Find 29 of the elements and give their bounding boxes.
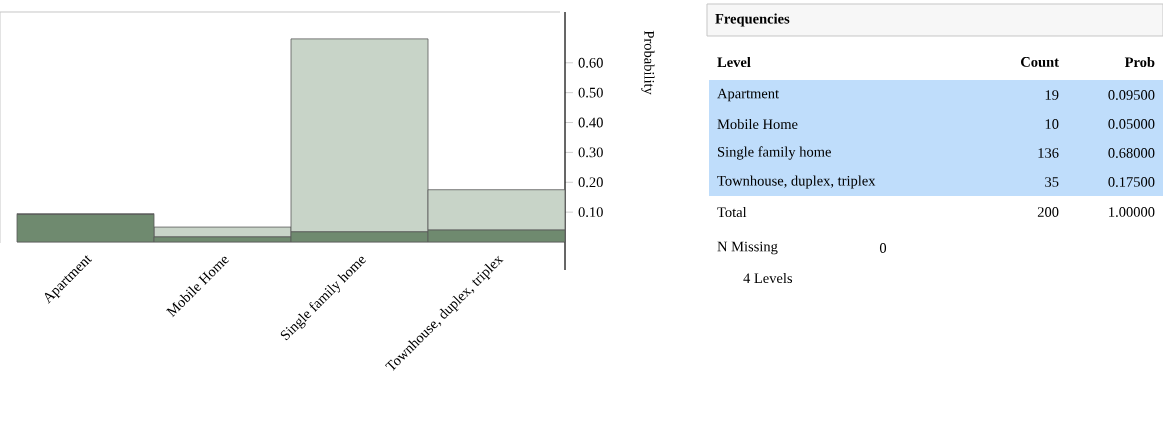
text: Total [717, 206, 747, 218]
text: 136 [1038, 148, 1059, 158]
text: 0.68000 [1108, 148, 1155, 158]
text: 19 [1045, 90, 1059, 100]
text: Apartment [717, 88, 779, 102]
y-tick-label: 0.20 [578, 177, 603, 188]
text: Single family home [718, 146, 831, 160]
y-tick-label: 0.60 [578, 57, 603, 68]
text: 1.00000 [1109, 207, 1155, 217]
text: Townhouse, duplex, triplex [717, 175, 876, 189]
y-tick-label: 0.40 [578, 117, 603, 128]
text: 35 [1045, 177, 1059, 187]
text: Mobile Home [717, 118, 798, 130]
text: 0.17500 [1108, 177, 1155, 187]
text: 0.09500 [1108, 90, 1155, 100]
y-tick-label: 0.10 [578, 207, 603, 218]
text: Frequencies [715, 13, 790, 27]
y-tick-label: 0.30 [578, 147, 603, 158]
text: 200 [1037, 207, 1059, 217]
text: Prob [1124, 56, 1155, 68]
text: Level [717, 56, 751, 68]
text: N Missing [717, 241, 778, 255]
y-axis-title: Probability [641, 30, 655, 95]
text: 0 [879, 243, 887, 253]
text: 0.05000 [1108, 119, 1155, 129]
y-tick-label: 0.50 [578, 87, 603, 98]
text: Count [1021, 57, 1059, 67]
text: 4 Levels [743, 272, 793, 284]
text: 10 [1045, 119, 1059, 129]
